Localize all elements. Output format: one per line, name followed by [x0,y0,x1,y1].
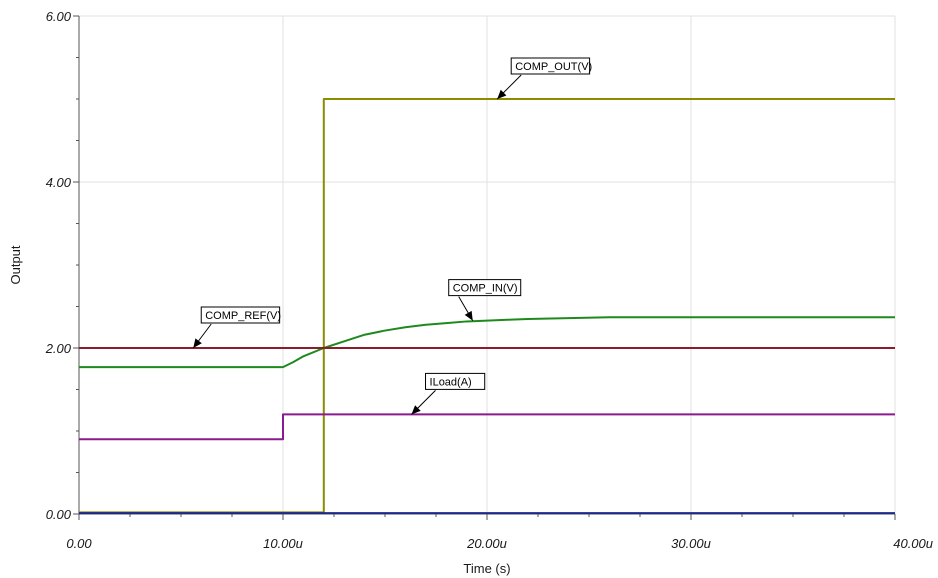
series-label: COMP_REF(V) [205,310,281,322]
y-tick-label-0: 0.00 [46,507,72,522]
x-tick-label-3: 30.00u [671,536,711,551]
callout-box [448,279,522,297]
x-tick-label-1: 10.00u [263,536,303,551]
callout-comp-in-v: COMP_IN(V) [448,279,522,321]
callout-arrowhead [193,338,202,348]
callout-comp-ref-v: COMP_REF(V) [192,306,281,349]
x-tick-label-4: 40.00u [893,536,933,551]
callout-box [200,306,281,324]
series-label: COMP_OUT(V) [515,61,592,73]
y-tick-label-2: 4.00 [46,175,72,190]
callout-comp-out-v: COMP_OUT(V) [496,57,592,100]
y-tick-label-3: 6.00 [46,9,72,24]
callout-iload-a: ILoad(A) [411,372,486,415]
series-line-iload-a [79,413,895,441]
callout-arrowhead [411,405,421,415]
series-label: ILoad(A) [430,376,472,388]
callout-box [425,372,486,390]
y-tick-label-1: 2.00 [45,341,72,356]
y-axis-label: Output [8,245,23,284]
callout-box [510,57,591,75]
callout-arrowhead [464,310,473,321]
x-axis-label: Time (s) [463,561,510,576]
callout-arrowhead [497,89,507,99]
series-line-comp-in-v [79,316,895,369]
x-tick-label-2: 20.00u [466,536,507,551]
series [79,98,895,515]
series-label: COMP_IN(V) [453,283,518,295]
ticks: 0.00 2.00 4.00 6.00 0.00 10.00u 20.00u 30.00u 40… [45,9,933,551]
x-tick-label-0: 0.00 [66,536,92,551]
callouts: COMP_OUT(V) COMP_IN(V) COMP_REF(V) ILoad(A) [192,57,592,415]
